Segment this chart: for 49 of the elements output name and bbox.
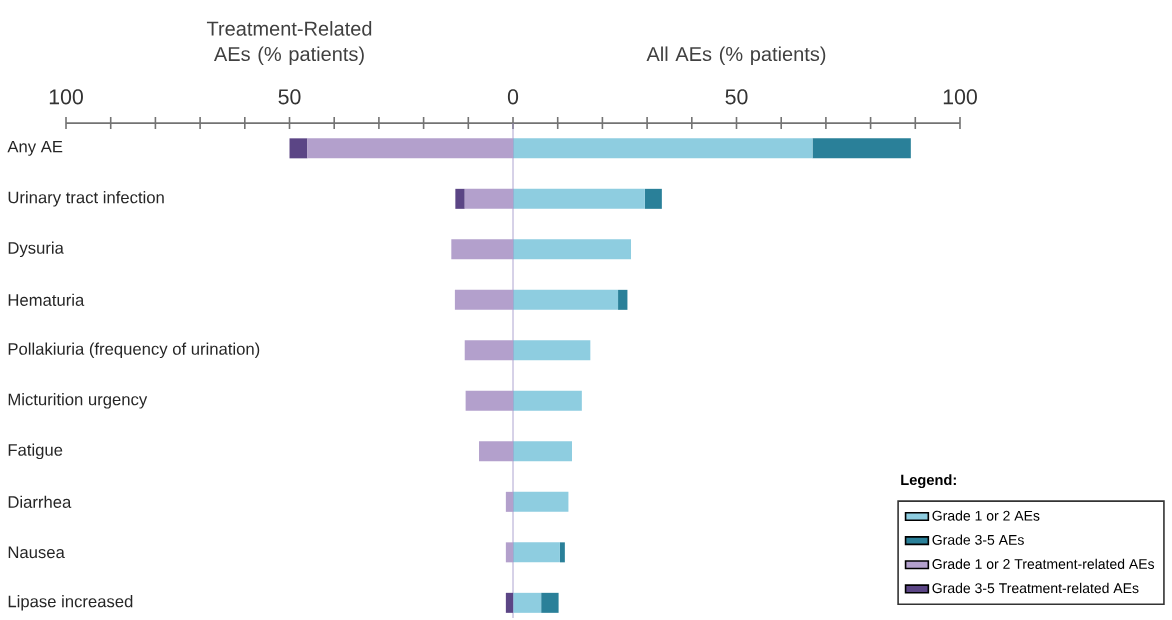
text: Treatment-Related AEs (% patients) xyxy=(206,21,372,66)
bar xyxy=(479,441,514,462)
y-tick-label: Hematuria xyxy=(8,293,85,306)
y-tick-label: Fatigue xyxy=(8,443,63,460)
x-tick-label: 50 xyxy=(725,89,748,105)
bar xyxy=(513,340,591,361)
bar xyxy=(513,491,569,512)
y-tick-label: Any AE xyxy=(7,140,63,156)
x-tick-label: 0 xyxy=(507,89,519,105)
legend-label: Grade 3-5 Treatment-related AEs xyxy=(932,582,1139,594)
bar xyxy=(559,542,565,563)
bar xyxy=(465,390,514,411)
bar xyxy=(505,592,514,613)
bar xyxy=(451,239,514,260)
bar xyxy=(505,542,514,563)
bar xyxy=(513,289,619,310)
x-tick-label: 100 xyxy=(49,89,83,105)
y-tick-label: Dysuria xyxy=(8,241,64,258)
bar xyxy=(455,188,465,209)
y-tick-label: Lipase increased xyxy=(8,595,133,611)
bar xyxy=(464,188,514,209)
bar xyxy=(812,138,911,159)
bar xyxy=(464,340,514,361)
bar xyxy=(513,390,582,411)
legend-label: Grade 3-5 AEs xyxy=(932,534,1024,545)
y-tick-label: Nausea xyxy=(8,546,65,559)
bar xyxy=(513,239,632,260)
bar xyxy=(505,491,514,512)
bar xyxy=(513,592,542,613)
bar xyxy=(513,542,560,563)
bar xyxy=(289,138,308,159)
y-tick-label: Diarrhea xyxy=(8,495,72,508)
bar xyxy=(541,592,559,613)
bar xyxy=(644,188,662,209)
legend-label: Grade 1 or 2 Treatment-related AEs xyxy=(932,558,1155,569)
x-tick-label: 50 xyxy=(278,89,301,105)
bar xyxy=(513,441,572,462)
y-tick-label: Urinary tract infection xyxy=(8,191,164,207)
legend-label: Grade 1 or 2 AEs xyxy=(932,510,1040,521)
y-tick-label: Pollakiuria (frequency of urination) xyxy=(8,342,260,359)
text: All AEs (% patients) xyxy=(646,46,826,66)
legend-title: Legend: xyxy=(901,474,956,489)
y-tick-label: Micturition urgency xyxy=(8,393,148,409)
bar xyxy=(513,188,645,209)
x-tick-label: 100 xyxy=(943,89,977,105)
bar xyxy=(618,289,628,310)
bar xyxy=(307,138,514,159)
bar xyxy=(454,289,514,310)
bar xyxy=(513,138,813,159)
